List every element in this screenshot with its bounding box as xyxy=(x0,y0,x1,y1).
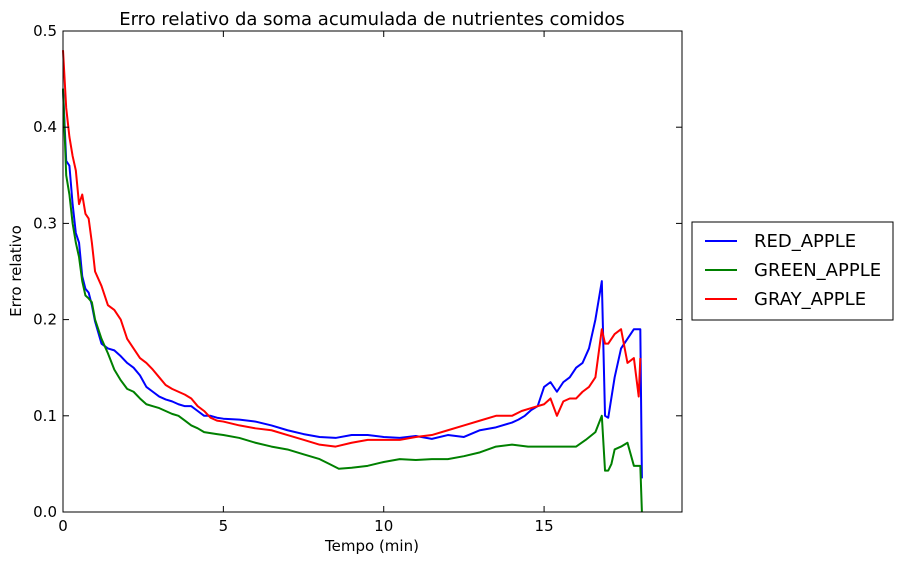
y-axis-label: Erro relativo xyxy=(7,225,25,317)
x-tick-label: 5 xyxy=(219,517,229,535)
x-tick-label: 0 xyxy=(58,517,68,535)
ticks-layer: 0 5 10 15 0.0 0.1 0.2 0.3 0.4 0.5 xyxy=(33,22,682,535)
legend-label: RED_APPLE xyxy=(754,231,856,252)
x-tick-label: 10 xyxy=(374,517,393,535)
y-tick-label: 0.4 xyxy=(33,118,57,136)
y-tick-label: 0.2 xyxy=(33,311,57,329)
legend: RED_APPLE GREEN_APPLE GRAY_APPLE xyxy=(691,221,894,321)
y-tick-label: 0.0 xyxy=(33,503,57,521)
y-tick-label: 0.1 xyxy=(33,407,57,425)
y-tick-label: 0.3 xyxy=(33,214,57,232)
chart-title: Erro relativo da soma acumulada de nutri… xyxy=(119,9,625,30)
x-tick-label: 15 xyxy=(535,517,554,535)
y-tick-label: 0.5 xyxy=(33,22,57,40)
legend-label: GRAY_APPLE xyxy=(754,289,866,310)
plot-frame xyxy=(62,30,683,513)
x-axis-label: Tempo (min) xyxy=(324,537,419,555)
series-line-green-apple xyxy=(62,88,643,513)
legend-label: GREEN_APPLE xyxy=(754,260,881,281)
series-line-red-apple xyxy=(62,88,643,479)
series-line-gray-apple xyxy=(62,50,642,448)
series-layer xyxy=(62,50,643,513)
